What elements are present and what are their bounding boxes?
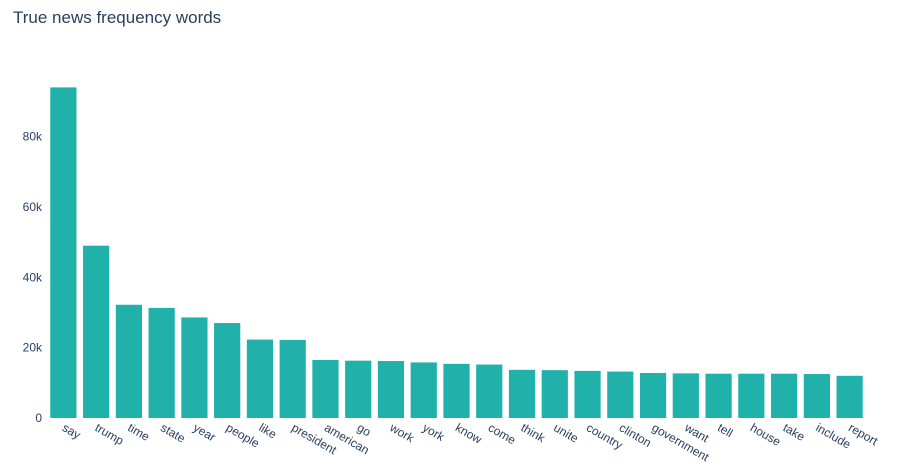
y-tick-label: 80k — [23, 130, 43, 144]
bar-york[interactable] — [410, 362, 437, 418]
bar-american[interactable] — [312, 359, 339, 418]
x-tick-label: think — [519, 420, 549, 445]
bar-trump[interactable] — [83, 245, 110, 418]
x-tick-label: say — [60, 420, 83, 441]
x-tick-label: go — [355, 420, 374, 439]
bar-work[interactable] — [377, 361, 405, 418]
bar-take[interactable] — [770, 373, 798, 418]
y-tick-label: 40k — [23, 270, 43, 284]
x-tick-label: time — [125, 420, 152, 444]
x-tick-label: people — [224, 420, 262, 450]
bar-like[interactable] — [246, 339, 274, 418]
y-tick-label: 0 — [35, 411, 42, 425]
x-tick-label: report — [846, 420, 881, 448]
bar-house[interactable] — [738, 373, 765, 418]
bar-year[interactable] — [181, 317, 208, 418]
y-tick-label: 60k — [23, 200, 43, 214]
x-tick-label: state — [158, 420, 188, 445]
bars — [50, 87, 863, 418]
x-tick-label: take — [781, 420, 808, 444]
bar-country[interactable] — [574, 370, 601, 418]
x-tick-label: country — [584, 420, 625, 452]
x-tick-label: work — [387, 420, 418, 446]
bar-time[interactable] — [115, 304, 143, 418]
x-tick-label: know — [453, 420, 485, 446]
bar-include[interactable] — [803, 374, 830, 418]
bar-government[interactable] — [639, 372, 667, 418]
x-tick-label: house — [748, 420, 784, 449]
x-tick-label: clinton — [617, 420, 654, 449]
bar-report[interactable] — [836, 375, 863, 418]
bar-know[interactable] — [443, 363, 470, 418]
bar-president[interactable] — [279, 339, 306, 418]
bar-unite[interactable] — [541, 370, 568, 418]
bar-want[interactable] — [672, 373, 699, 418]
y-axis-ticks: 0 20k 40k 60k 80k — [23, 130, 43, 425]
x-tick-label: trump — [93, 420, 127, 448]
bar-go[interactable] — [345, 360, 372, 418]
bar-people[interactable] — [214, 323, 241, 418]
chart-title: True news frequency words — [13, 8, 222, 27]
x-tick-label: year — [191, 420, 218, 444]
bar-clinton[interactable] — [607, 371, 634, 418]
bar-say[interactable] — [50, 87, 77, 418]
bar-state[interactable] — [148, 307, 175, 418]
bar-come[interactable] — [476, 364, 503, 418]
x-tick-label: include — [813, 420, 853, 451]
x-tick-label: york — [420, 420, 447, 444]
x-tick-label: unite — [551, 420, 581, 445]
bar-tell[interactable] — [705, 373, 732, 418]
x-tick-label: tell — [715, 420, 735, 440]
y-tick-label: 20k — [23, 341, 43, 355]
x-tick-label: come — [486, 420, 519, 447]
bar-think[interactable] — [508, 369, 536, 418]
